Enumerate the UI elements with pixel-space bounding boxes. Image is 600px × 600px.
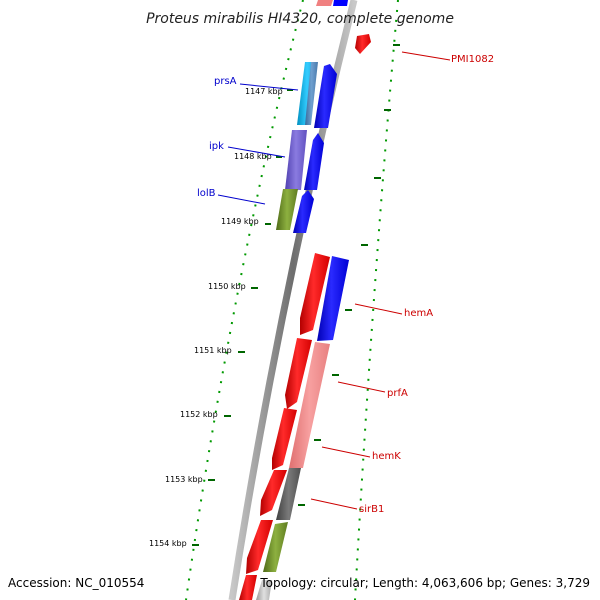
feature-prsA-b	[305, 62, 318, 125]
feature-top-stub	[316, 0, 333, 6]
gene-label-prfA: prfA	[387, 388, 408, 399]
leader-hemK	[321, 446, 371, 458]
tick-labels: 1147 kbp 1148 kbp 1149 kbp 1150 kbp 1151…	[149, 87, 283, 548]
inner-tick-circle	[185, 0, 304, 600]
feature-ipk	[285, 130, 307, 190]
leader-lolB	[217, 194, 266, 205]
tick-label: 1148 kbp	[234, 152, 272, 161]
feature-PMI1082	[355, 34, 371, 54]
feature-sirB1-olive	[263, 522, 288, 572]
feature-sirB1	[260, 470, 287, 516]
feature-hemA	[300, 253, 330, 335]
leader-PMI1082	[401, 51, 451, 61]
feature-hemA-blue	[317, 256, 349, 341]
feature-top-blue-stub	[333, 0, 348, 6]
gene-label-lolB: lolB	[197, 188, 216, 199]
feature-prfA	[285, 338, 312, 409]
gene-label-sirB1: sirB1	[359, 504, 384, 515]
feature-ipk-blue	[304, 133, 324, 190]
reverse-strand-features	[239, 0, 333, 600]
tick-label: 1154 kbp	[149, 539, 187, 548]
gene-label-PMI1082: PMI1082	[451, 54, 494, 65]
feature-lolB-blue	[293, 190, 314, 233]
feature-prsA-blue	[314, 64, 337, 128]
leader-prsA	[239, 83, 299, 91]
feature-hemK-gray	[276, 468, 301, 520]
leader-prfA	[337, 381, 386, 393]
leader-ipk	[227, 146, 286, 158]
tick-label: 1153 kbp	[165, 475, 203, 484]
tick-label: 1150 kbp	[208, 282, 246, 291]
tick-label: 1151 kbp	[194, 346, 232, 355]
gene-label-hemA: hemA	[404, 308, 433, 319]
tick-label: 1147 kbp	[245, 87, 283, 96]
tick-label: 1152 kbp	[180, 410, 218, 419]
accession-text: Accession: NC_010554	[8, 576, 145, 590]
gene-label-prsA: prsA	[214, 76, 237, 87]
gene-leader-lines	[217, 51, 451, 510]
leader-hemA	[354, 303, 403, 315]
tick-marks	[192, 44, 400, 546]
gene-label-hemK: hemK	[372, 451, 401, 462]
leader-sirB1	[310, 498, 358, 510]
feature-prfA-pink	[289, 342, 330, 468]
feature-lolB	[276, 189, 298, 230]
feature-bottom-red	[239, 575, 257, 600]
feature-bottom-silver	[256, 580, 272, 600]
forward-strand-features	[256, 0, 371, 600]
map-title: Proteus mirabilis HI4320, complete genom…	[146, 11, 454, 27]
topology-text: Topology: circular; Length: 4,063,606 bp…	[260, 576, 590, 590]
gene-labels: PMI1082 prsA ipk lolB hemA prfA hemK sir…	[197, 54, 494, 515]
feature-lower-red	[246, 520, 273, 574]
gene-label-ipk: ipk	[209, 141, 224, 152]
tick-label: 1149 kbp	[221, 217, 259, 226]
feature-hemK	[272, 408, 297, 470]
